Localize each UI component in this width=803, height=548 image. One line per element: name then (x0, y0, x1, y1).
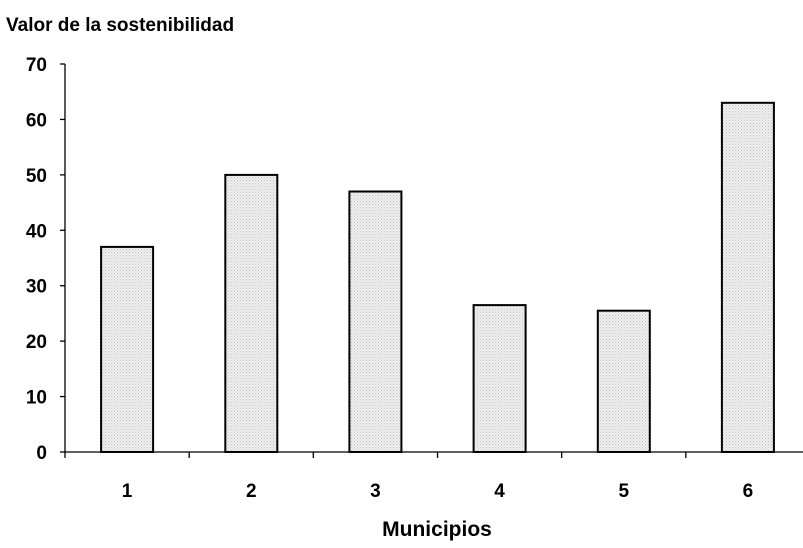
x-tick-label-4: 4 (494, 481, 505, 502)
x-axis-title: Municipios (382, 518, 492, 541)
y-axis-title: Valor de la sostenibilidad (6, 15, 234, 36)
bar-2 (224, 173, 279, 453)
y-tick-label-60: 60 (26, 110, 47, 131)
x-tick-label-5: 5 (619, 481, 630, 502)
x-tick-label-2: 2 (246, 481, 257, 502)
x-tick-label-3: 3 (370, 481, 381, 502)
bar-3 (348, 190, 403, 453)
x-tick-label-6: 6 (743, 481, 754, 502)
bar-4 (472, 304, 527, 453)
y-tick-label-70: 70 (26, 55, 47, 76)
y-tick-label-20: 20 (26, 332, 47, 353)
bar-6 (720, 101, 775, 454)
bar-5 (596, 309, 651, 454)
y-tick-label-30: 30 (26, 277, 47, 298)
y-tick-label-40: 40 (26, 221, 47, 242)
y-tick-label-50: 50 (26, 166, 47, 187)
y-tick-label-10: 10 (26, 388, 47, 409)
bars-layer (100, 101, 775, 454)
bar-1 (100, 245, 155, 453)
y-tick-label-0: 0 (36, 443, 47, 464)
axes-layer (60, 63, 803, 458)
x-tick-label-1: 1 (122, 481, 133, 502)
tick-labels-layer: 0 10 20 30 40 50 60 70 1 2 3 4 5 6 (26, 55, 753, 502)
